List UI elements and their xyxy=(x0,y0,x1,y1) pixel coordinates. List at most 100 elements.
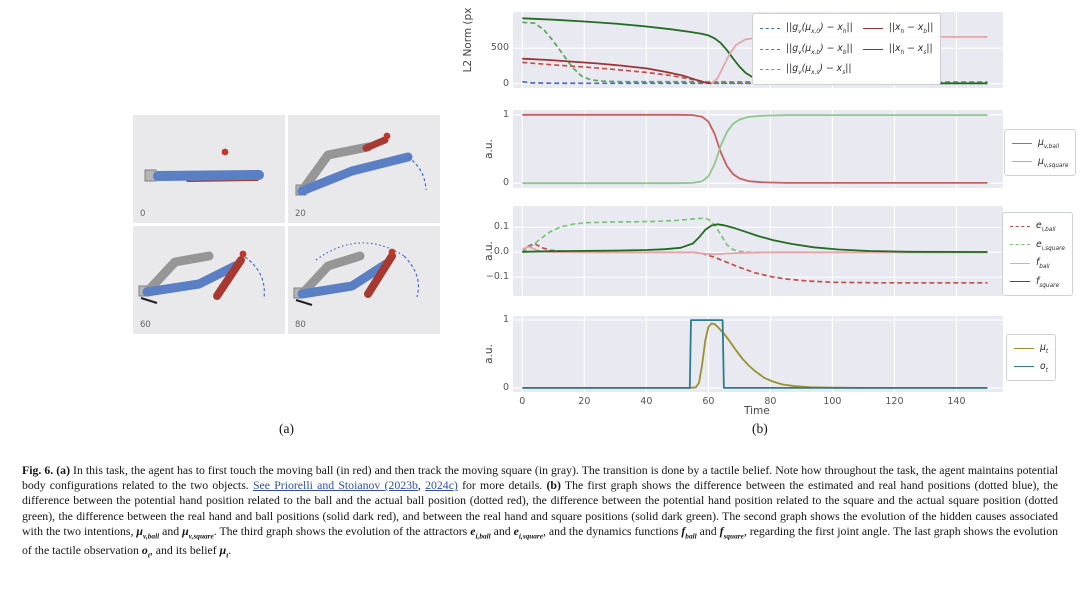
citation-link[interactable]: See Priorelli and Stoianov (2023b xyxy=(252,478,418,493)
legend-line-sample xyxy=(760,69,780,71)
caption-text: (b) xyxy=(546,478,561,493)
legend-line-sample xyxy=(1012,142,1032,144)
trajectory-arc xyxy=(403,255,420,298)
base-pointer xyxy=(140,296,158,305)
y-tick-label: 0 xyxy=(502,177,509,189)
trajectory-arc xyxy=(407,156,427,191)
legend-chart1: ||gv(μx,0) − xh|| ||gv(μx,b) − xb|| ||gv(μ… xyxy=(752,13,942,86)
base-pointer xyxy=(295,298,313,307)
math-symbol: μv,square xyxy=(182,523,214,541)
legend-label: ||gv(μx,b) − xb|| xyxy=(786,42,853,56)
x-tick-label: 20 xyxy=(578,396,591,407)
x-tick-label: 120 xyxy=(885,396,904,407)
x-axis-label: Time xyxy=(744,405,770,417)
legend-entry: μv,ball xyxy=(1012,134,1068,153)
y-axis-label-chart4: a.u. xyxy=(483,344,495,364)
legend-entry: ei,square xyxy=(1010,236,1065,255)
legend-line-sample xyxy=(1010,244,1030,246)
robot-arm-drawing xyxy=(295,132,427,196)
legend-label: ||xh − xs|| xyxy=(888,42,933,56)
series-line xyxy=(522,57,712,85)
robot-arm-drawing xyxy=(138,250,265,305)
x-tick-label: 40 xyxy=(640,396,653,407)
math-symbol: ot xyxy=(141,543,150,560)
caption-text: The first graph shows the difference bet… xyxy=(22,478,1058,538)
legend-entry: ei,ball xyxy=(1010,217,1065,236)
series-line xyxy=(522,319,988,389)
simulation-panels: 0 20 60 xyxy=(133,115,440,334)
red-arm xyxy=(362,136,389,152)
series-line xyxy=(522,80,988,85)
y-tick-label: 0 xyxy=(502,77,509,89)
legend-entry: ||gv(μx,b) − xb|| xyxy=(760,39,853,60)
legend-line-sample xyxy=(1010,281,1030,283)
series-line xyxy=(522,113,988,184)
math-symbol: μt xyxy=(219,543,229,560)
legend-entry: ot xyxy=(1014,358,1048,377)
legend-line-sample xyxy=(862,27,883,29)
plot-area xyxy=(513,110,1003,188)
blue-arm xyxy=(142,261,240,297)
x-tick-label: 100 xyxy=(823,396,842,407)
y-tick-label: 500 xyxy=(490,42,509,54)
x-tick-label: 80 xyxy=(764,396,777,407)
y-axis-label-chart1: L2 Norm (px xyxy=(462,7,474,73)
caption-text: and xyxy=(696,523,720,538)
math-symbol: fsquare xyxy=(719,523,744,541)
subfigure-label-a: (a) xyxy=(279,421,294,436)
legend-entry: fsquare xyxy=(1010,273,1065,292)
y-tick-label: −0.1 xyxy=(485,271,509,283)
series-line xyxy=(521,245,988,256)
legend-entry: fball xyxy=(1010,254,1065,273)
y-tick-label: 1 xyxy=(502,108,509,120)
blue-arm xyxy=(297,152,413,196)
ball-dot xyxy=(388,248,396,256)
robot-arm-drawing xyxy=(144,148,264,182)
caption-text: , regarding the first joint angle. The l… xyxy=(22,523,1058,558)
math-symbol: fball xyxy=(681,523,697,541)
ball-dot xyxy=(239,250,247,258)
legend-entry: μt xyxy=(1014,339,1048,358)
chart-attractors: 0.1 0.0 −0.1 xyxy=(486,206,1003,296)
legend-line-sample xyxy=(760,27,780,29)
math-symbol: ei,square xyxy=(513,523,544,541)
legend-entry: ||gv(μx,s) − xs|| xyxy=(760,59,853,80)
legend-label: μv,ball xyxy=(1038,137,1060,150)
series-line xyxy=(521,217,988,254)
panel-timestep-label: 80 xyxy=(295,320,306,330)
math-symbol: μv,ball xyxy=(136,523,160,541)
figure-caption: Fig. 6. (a) In this task, the agent has … xyxy=(22,463,1058,563)
chart-tactile: 0 1 0 20 40 60 80 100 120 140 xyxy=(503,314,1003,407)
red-arm xyxy=(364,252,396,298)
legend-line-sample xyxy=(1014,347,1034,349)
legend-line-sample xyxy=(1014,366,1034,368)
legend-line-sample xyxy=(862,48,883,50)
legend-label: ot xyxy=(1040,360,1048,374)
panel-timestep-label: 60 xyxy=(140,320,151,330)
legend-entry: ||gv(μx,0) − xh|| xyxy=(760,18,853,39)
legend-chart4: μt ot xyxy=(1006,334,1057,382)
y-tick-label: 0.0 xyxy=(493,246,509,258)
caption-text: , xyxy=(417,478,426,493)
citation-link[interactable]: 2024c) xyxy=(425,478,458,493)
math-symbol: ei,ball xyxy=(470,523,491,541)
series-line xyxy=(522,322,988,389)
x-tick-label: 140 xyxy=(947,396,966,407)
legend-label: fsquare xyxy=(1036,275,1059,289)
y-tick-label: 0 xyxy=(502,381,509,393)
caption-text: for more details. xyxy=(457,478,547,493)
blue-arm xyxy=(297,259,391,299)
legend-entry: ||xh − xs|| xyxy=(862,39,934,60)
caption-text: , and its belief xyxy=(149,543,220,558)
legend-entry: ||xh − xb|| xyxy=(862,18,933,39)
legend-line-sample xyxy=(1012,161,1032,163)
legend-chart3: ei,ball ei,square fball fsquare xyxy=(1002,212,1073,297)
legend-line-sample xyxy=(1010,262,1030,264)
blue-arm xyxy=(153,170,264,181)
legend-chart2: μv,ball μv,square xyxy=(1004,129,1077,177)
sim-panel-t20: 20 xyxy=(288,115,440,223)
sim-panel-t60: 60 xyxy=(133,226,285,334)
caption-text: Fig. 6. (a) xyxy=(22,463,70,477)
